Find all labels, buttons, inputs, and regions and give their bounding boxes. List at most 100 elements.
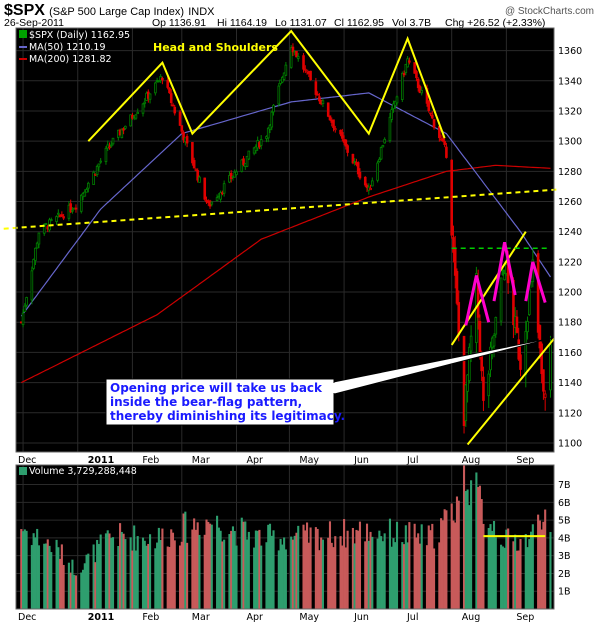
candle-body — [445, 146, 448, 158]
volume-bar — [108, 533, 111, 609]
candle-body — [122, 128, 125, 131]
candle-body — [32, 258, 35, 269]
candle-body — [390, 109, 394, 120]
volume-bar — [544, 509, 547, 609]
volume-bar — [46, 539, 49, 609]
candle-body — [259, 139, 263, 146]
candle-body — [401, 72, 404, 100]
candle-body — [219, 192, 222, 200]
volume-bar — [122, 533, 125, 609]
volume-bar — [297, 525, 300, 609]
candle-body — [157, 80, 161, 82]
candle-body — [71, 209, 74, 212]
candle-body — [25, 297, 28, 306]
month-label: Jun — [353, 455, 369, 466]
volume-bar — [328, 521, 332, 609]
callout-line-3: thereby diminishing its legitimacy. — [110, 409, 345, 423]
volume-tick-label: 2B — [558, 569, 571, 580]
price-tick-label: 1120 — [558, 408, 582, 419]
candle-body — [395, 96, 399, 104]
symbol-title: $SPX (S&P 500 Large Cap Index) INDX — [4, 2, 215, 20]
volume-bar — [235, 545, 238, 609]
candle-body — [524, 330, 528, 376]
volume-bar — [258, 529, 261, 609]
candle-body — [406, 58, 409, 68]
volume-bar — [512, 541, 515, 609]
price-tick-label: 1220 — [558, 257, 582, 268]
volume-bar — [180, 541, 183, 609]
candle-body — [418, 85, 422, 94]
legend-price: $SPX (Daily) 1162.95 — [29, 30, 130, 41]
volume-bar — [221, 541, 224, 609]
flag-peak-2 — [492, 242, 517, 302]
candle-body — [468, 346, 471, 382]
volume-bar — [507, 528, 510, 609]
volume-bar — [80, 572, 83, 609]
legend-price-swatch — [19, 30, 27, 38]
candle-body — [379, 147, 383, 160]
callout-join — [333, 383, 336, 393]
volume-bar — [216, 515, 219, 609]
volume-bar — [62, 564, 65, 609]
candle-body — [215, 197, 219, 201]
volume-bar — [110, 537, 113, 609]
volume-bar — [32, 533, 35, 609]
candle-body — [141, 103, 145, 114]
candle-body — [240, 159, 244, 172]
volume-bar — [99, 534, 102, 609]
candle-body — [166, 79, 169, 88]
candle-body — [318, 96, 321, 102]
flag-upper-line — [450, 231, 527, 346]
candle-body — [203, 177, 207, 200]
candle-body — [455, 271, 459, 304]
volume-bar — [307, 542, 310, 609]
volume-bar — [357, 530, 360, 609]
volume-bar — [475, 472, 478, 609]
volume-bar — [355, 529, 358, 609]
volume-bar — [136, 536, 139, 609]
candle-body — [515, 316, 519, 333]
volume-bar — [83, 563, 86, 609]
flag-peak-1 — [464, 275, 491, 326]
volume-bar — [433, 548, 436, 609]
candle-body — [333, 128, 337, 131]
volume-bar — [133, 525, 136, 609]
candle-body — [247, 150, 251, 160]
candle-body — [303, 68, 307, 71]
volume-bar — [25, 530, 28, 609]
volume-bar — [111, 537, 115, 609]
volume-bar — [295, 532, 298, 609]
volume-bar — [260, 545, 263, 609]
volume-bar — [445, 510, 448, 609]
price-tick-label: 1320 — [558, 106, 582, 117]
candle-body — [494, 317, 498, 335]
volume-bar — [394, 542, 397, 609]
price-tick-label: 1100 — [558, 438, 582, 449]
volume-bar — [23, 529, 26, 609]
volume-bar — [36, 528, 39, 609]
candle-body — [369, 187, 372, 191]
candle-body — [134, 114, 138, 119]
volume-bar — [321, 539, 324, 609]
volume-bar — [346, 530, 349, 609]
candle-body — [519, 354, 522, 370]
volume-bar — [464, 490, 467, 609]
month-label: May — [299, 612, 319, 623]
volume-bar — [59, 558, 62, 609]
volume-bar — [466, 489, 469, 609]
candle-body — [210, 201, 214, 205]
volume-bar — [277, 550, 280, 609]
volume-bar — [492, 520, 496, 609]
volume-bar — [526, 547, 529, 609]
candle-body — [235, 171, 238, 175]
candle-body — [266, 127, 270, 139]
volume-bar — [194, 529, 197, 609]
candle-body — [378, 158, 381, 162]
volume-bar — [219, 530, 222, 609]
volume-bar — [191, 529, 194, 609]
candle-body — [487, 373, 491, 397]
volume-bar — [549, 532, 552, 609]
quote-close: Cl 1162.95 — [334, 17, 385, 29]
candle-body — [356, 162, 360, 175]
